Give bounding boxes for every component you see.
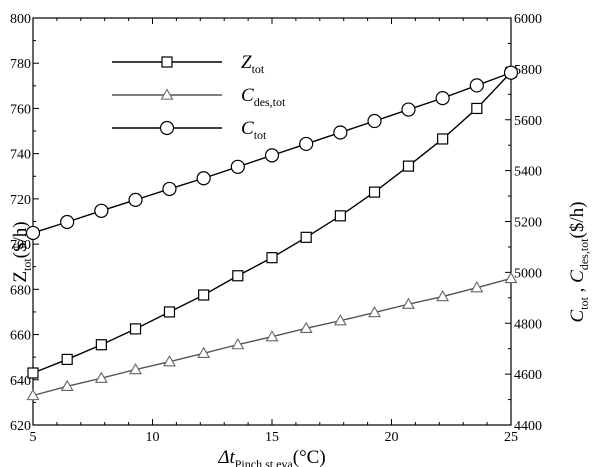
data-point-c-des-tot — [333, 314, 347, 326]
data-point-c-tot — [25, 225, 41, 241]
data-point-c-des-tot — [504, 271, 518, 284]
data-point-z-tot — [471, 102, 483, 115]
data-point-z-tot — [129, 323, 142, 335]
data-point-c-des-tot — [197, 346, 211, 358]
data-point-c-des-tot — [231, 338, 245, 350]
x-tick-label: 15 — [265, 430, 279, 445]
legend-marker-c-des-tot — [160, 88, 174, 100]
data-point-c-tot — [60, 214, 75, 230]
data-point-z-tot — [300, 231, 312, 243]
data-point-c-des-tot — [470, 281, 484, 293]
y-right-tick-label: 6000 — [514, 12, 542, 27]
data-point-c-tot — [264, 148, 280, 163]
data-point-c-des-tot — [26, 388, 40, 401]
y-left-tick-label: 700 — [10, 238, 31, 253]
data-point-c-des-tot — [265, 330, 279, 342]
data-point-c-tot — [469, 78, 484, 93]
data-point-z-tot — [27, 367, 39, 379]
x-tick-label: 25 — [504, 430, 518, 445]
data-point-c-des-tot — [94, 371, 108, 383]
data-point-c-tot — [333, 125, 348, 140]
y-right-tick-label: 5200 — [514, 216, 542, 231]
x-axis-title: ΔtPinch,st,eva(°C) — [217, 447, 325, 467]
y-left-tick-label: 660 — [10, 329, 31, 344]
y-right-tick-label: 5000 — [514, 266, 542, 281]
data-point-c-tot — [196, 171, 211, 186]
data-point-c-tot — [230, 159, 245, 174]
data-point-c-tot — [128, 192, 143, 207]
x-tick-label: 10 — [146, 430, 160, 445]
legend-marker-c-tot — [159, 120, 175, 136]
data-point-z-tot — [368, 186, 381, 198]
y-left-tick-label: 620 — [10, 419, 31, 434]
y-left-tick-label: 680 — [10, 283, 31, 298]
data-point-c-des-tot — [299, 321, 313, 334]
data-point-z-tot — [61, 353, 73, 366]
y-left-tick-label: 800 — [10, 12, 31, 27]
data-point-c-tot — [435, 91, 450, 106]
plot-area: 5 10 15 20 25 620 640 660 680 700 720 740 760 780 800 4… — [10, 12, 542, 445]
y-right-axis-title: Ctot , Cdes,tot($/h) — [567, 202, 591, 323]
legend-marker-z-tot — [161, 56, 173, 68]
y-right-tick-label: 4400 — [514, 419, 542, 434]
y-right-tick-label: 5800 — [514, 63, 542, 78]
legend-label-z-tot: Ztot — [241, 52, 265, 76]
legend-label-c-des-tot: Cdes,tot — [241, 85, 286, 109]
y-left-tick-label: 740 — [10, 148, 31, 163]
x-tick-label: 20 — [385, 430, 399, 445]
data-point-z-tot — [334, 210, 346, 222]
data-point-c-des-tot — [163, 355, 176, 367]
y-right-tick-label: 4600 — [514, 368, 542, 383]
data-point-z-tot — [163, 306, 176, 318]
data-point-c-des-tot — [129, 362, 142, 375]
axis-labels: ΔtPinch,st,eva(°C) Ztot($/h) Ctot , Cdes,t… — [10, 202, 591, 467]
data-point-c-tot — [367, 113, 382, 129]
x-tick-label: 5 — [30, 430, 37, 445]
y-right-tick-label: 5600 — [514, 114, 542, 129]
y-left-axis-title: Ztot($/h) — [10, 221, 34, 282]
y-right-tick-label: 4800 — [514, 317, 542, 332]
legend: Ztot Cdes,tot Ctot — [112, 52, 286, 142]
data-point-c-des-tot — [60, 379, 74, 392]
data-point-c-tot — [401, 102, 416, 117]
data-point-z-tot — [95, 339, 107, 351]
y-right-tick-label: 5400 — [514, 165, 542, 180]
data-point-c-tot — [94, 203, 109, 218]
y-left-tick-label: 720 — [10, 193, 31, 208]
plot-frame — [32, 17, 512, 426]
y-left-tick-label: 780 — [10, 57, 31, 72]
data-point-c-des-tot — [368, 305, 381, 318]
data-point-c-tot — [299, 136, 314, 152]
data-point-c-tot — [503, 65, 519, 80]
data-point-c-des-tot — [436, 289, 450, 302]
data-point-z-tot — [266, 252, 278, 264]
y-left-tick-label: 640 — [10, 374, 31, 389]
series-line-z-tot — [32, 71, 512, 374]
data-point-z-tot — [402, 160, 415, 172]
y-left-tick-label: 760 — [10, 102, 31, 117]
data-point-c-tot — [162, 181, 177, 197]
legend-label-c-tot: Ctot — [241, 118, 267, 142]
data-point-z-tot — [437, 133, 449, 145]
series-layer — [25, 65, 519, 401]
data-point-c-des-tot — [402, 297, 415, 309]
data-point-z-tot — [198, 289, 210, 301]
data-point-z-tot — [232, 270, 244, 282]
